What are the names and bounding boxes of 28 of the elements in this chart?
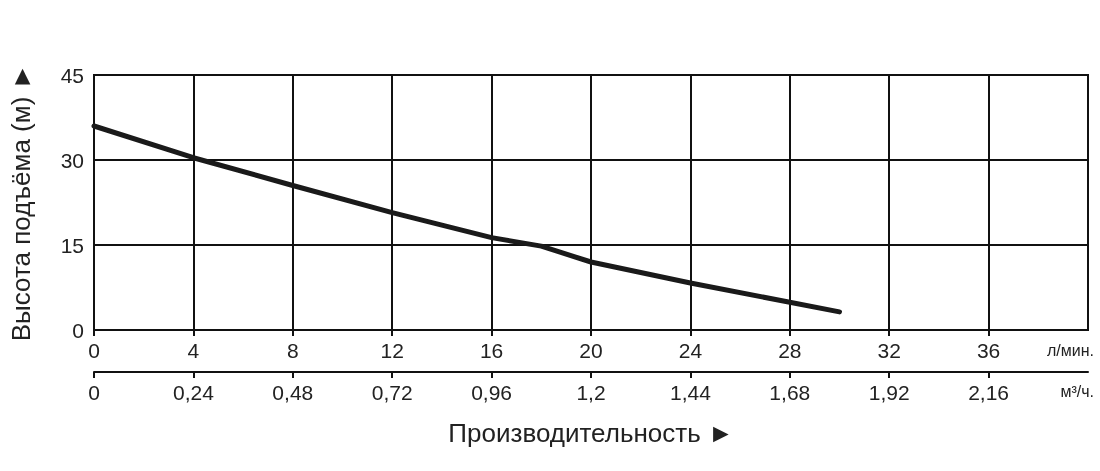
x2-tick-label: 2,16	[968, 381, 1010, 404]
x-tick-label: 16	[479, 339, 504, 362]
x2-tick-label: 0,24	[172, 381, 215, 404]
x-tick-label: 32	[877, 339, 901, 362]
y-tick-label: 0	[72, 318, 84, 342]
x2-tick-label: 0,72	[371, 381, 413, 404]
x-tick-label: 24	[678, 339, 703, 362]
text: м³/ч.	[1060, 382, 1095, 400]
x-tick-label: 28	[778, 339, 802, 362]
x2-tick-label: 1,68	[769, 381, 811, 404]
x2-tick-label: 1,44	[669, 381, 712, 404]
x2-tick-label: 1,92	[868, 381, 910, 404]
x-tick-label: 12	[380, 339, 404, 362]
x-tick-label: 8	[286, 339, 299, 362]
x2-tick-label: 0,96	[471, 381, 513, 404]
y-tick-label: 45	[60, 63, 84, 87]
x-tick-label: 4	[187, 339, 200, 362]
y-axis-title: Высота подъёма (м) ►	[6, 63, 36, 342]
x-tick-label: 20	[579, 339, 603, 362]
x-tick-label: 0	[88, 339, 100, 362]
y-tick-label: 30	[60, 148, 84, 172]
x2-tick-label: 0,48	[272, 381, 314, 404]
x-tick-label: 36	[976, 339, 1001, 362]
text: л/мин.	[1047, 341, 1094, 359]
x-axis-title: Производительность ►	[448, 418, 734, 448]
x2-tick-label: 0	[88, 381, 100, 404]
y-tick-label: 15	[60, 233, 84, 257]
x2-tick-label: 1,2	[576, 381, 606, 404]
